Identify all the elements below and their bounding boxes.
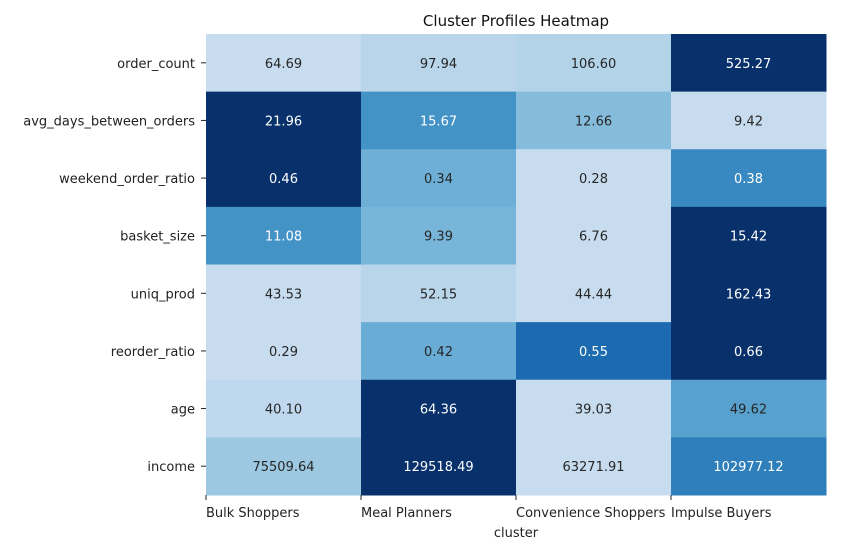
heatmap-cell-value: 44.44 (575, 287, 612, 302)
heatmap-cell (206, 91, 362, 150)
heatmap-cell (361, 149, 517, 208)
heatmap-cells (206, 34, 827, 496)
heatmap-cell-value: 0.38 (734, 172, 763, 187)
heatmap-cell-value: 97.94 (420, 57, 457, 72)
heatmap-cell-value: 49.62 (730, 403, 767, 418)
chart-title: Cluster Profiles Heatmap (423, 12, 609, 30)
y-tick-label: age (171, 403, 195, 418)
heatmap-cell-value: 21.96 (265, 114, 302, 129)
heatmap-cell (361, 34, 517, 93)
heatmap-cell (516, 91, 672, 150)
heatmap-cell (516, 437, 672, 496)
y-axis: order_count avg_days_between_ordersweeken… (23, 57, 206, 475)
heatmap-cell-value: 0.46 (269, 172, 298, 187)
heatmap-cell (516, 322, 672, 381)
heatmap-cell-value: 15.42 (730, 230, 767, 245)
heatmap-cell-value: 64.69 (265, 57, 302, 72)
heatmap-cell (671, 264, 827, 323)
heatmap-cell (671, 91, 827, 150)
heatmap-cell (206, 34, 362, 93)
heatmap-cell-value: 75509.64 (252, 460, 314, 475)
heatmap-cell-value: 11.08 (265, 230, 302, 245)
heatmap-cell-value: 129518.49 (403, 460, 473, 475)
y-tick-label: basket_size (120, 230, 195, 245)
heatmap-cell-value: 9.39 (424, 230, 453, 245)
heatmap-cell-value: 43.53 (265, 287, 302, 302)
y-tick-label: avg_days_between_orders (23, 114, 195, 129)
heatmap-cell-value: 0.34 (424, 172, 453, 187)
x-axis: Bulk Shoppers Meal Planners Convenience Sh… (205, 495, 772, 521)
heatmap-cell (361, 437, 517, 496)
heatmap-cell (516, 149, 672, 208)
heatmap-cell-labels: 64.69 97.94 106.60 525.27 21.96 15.67 12.66 9.4… (252, 57, 783, 475)
heatmap-cell (361, 322, 517, 381)
heatmap-cell (206, 264, 362, 323)
x-axis-label: cluster (494, 526, 539, 541)
heatmap-cell-value: 15.67 (420, 114, 457, 129)
x-tick-label: Meal Planners (361, 506, 452, 521)
heatmap-cell-value: 40.10 (265, 403, 302, 418)
heatmap-cell (516, 206, 672, 265)
x-tick-label: Convenience Shoppers (516, 506, 666, 521)
heatmap-cell (671, 437, 827, 496)
heatmap-cell (206, 149, 362, 208)
heatmap-cell-value: 106.60 (571, 57, 617, 72)
heatmap-cell (361, 91, 517, 150)
heatmap-cell-value: 0.29 (269, 345, 298, 360)
heatmap-cell (671, 379, 827, 438)
heatmap-cell (671, 34, 827, 93)
heatmap-cell-value: 102977.12 (713, 460, 783, 475)
heatmap-cell-value: 39.03 (575, 403, 612, 418)
x-tick-label: Impulse Buyers (671, 506, 772, 521)
heatmap-cell (206, 322, 362, 381)
heatmap-cell-value: 6.76 (579, 230, 608, 245)
x-tick-label: Bulk Shoppers (206, 506, 300, 521)
y-tick-label: reorder_ratio (111, 345, 195, 360)
heatmap-cell (206, 206, 362, 265)
y-tick-label: weekend_order_ratio (59, 172, 195, 187)
y-tick-label: income (147, 460, 195, 475)
heatmap-cell-value: 63271.91 (562, 460, 624, 475)
heatmap-cell-value: 162.43 (726, 287, 772, 302)
heatmap-cell-value: 0.42 (424, 345, 453, 360)
heatmap-cell (671, 322, 827, 381)
heatmap-cell (361, 264, 517, 323)
heatmap-cell-value: 0.28 (579, 172, 608, 187)
heatmap-cell-value: 9.42 (734, 114, 763, 129)
heatmap-cell-value: 525.27 (726, 57, 772, 72)
y-tick-label: order_count (117, 57, 195, 72)
heatmap-cell (361, 206, 517, 265)
heatmap-cell (516, 379, 672, 438)
heatmap-cell-value: 0.66 (734, 345, 763, 360)
heatmap-cell (206, 437, 362, 496)
heatmap-cell-value: 64.36 (420, 403, 457, 418)
y-tick-label: uniq_prod (131, 287, 195, 302)
heatmap-cell (516, 264, 672, 323)
heatmap-cell-value: 12.66 (575, 114, 612, 129)
heatmap-cell (516, 34, 672, 93)
heatmap-cell (671, 206, 827, 265)
heatmap-cell-value: 0.55 (579, 345, 608, 360)
heatmap-cell-value: 52.15 (420, 287, 457, 302)
heatmap-cell (671, 149, 827, 208)
heatmap-cell (206, 379, 362, 438)
heatmap-cell (361, 379, 517, 438)
